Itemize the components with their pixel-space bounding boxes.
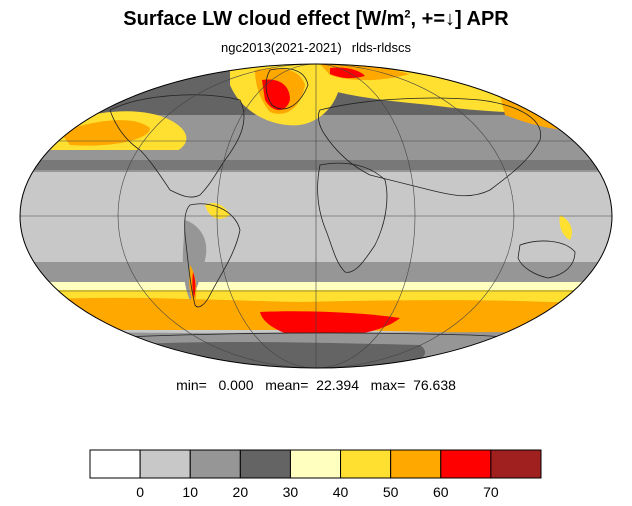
colorbar-tick-label: 40 — [333, 484, 349, 500]
world-map — [19, 63, 613, 369]
subtitle-variable: rlds-rldscs — [351, 40, 411, 55]
field-statistics: min= 0.000 mean= 22.394 max= 76.638 — [176, 377, 456, 393]
coastlines — [59, 68, 601, 353]
colorbar-swatch-7 — [440, 449, 492, 479]
colorbar-swatch-1 — [139, 449, 191, 479]
globe-outline — [19, 63, 613, 369]
colorbar-tick-label: 50 — [383, 484, 399, 500]
colorbar-swatch-3 — [239, 449, 291, 479]
colorbar-swatch-6 — [390, 449, 442, 479]
colorbar-swatch-5 — [340, 449, 392, 479]
colorbar-tick-label: 60 — [433, 484, 449, 500]
colorbar-tick-label: 30 — [283, 484, 299, 500]
colorbar-swatch-2 — [189, 449, 241, 479]
map-title: Surface LW cloud effect [W/m2, +=↓] APR — [123, 8, 509, 30]
colorbar-tick-label: 0 — [136, 484, 144, 500]
subtitle-case: ngc2013(2021-2021) — [221, 40, 342, 55]
colorbar-tick-label: 20 — [233, 484, 249, 500]
map-subtitle: ngc2013(2021-2021) rlds-rldscs — [0, 40, 632, 55]
colorbar-tick-label: 10 — [182, 484, 198, 500]
colorbar-swatch-8 — [490, 449, 542, 479]
graticule — [20, 64, 612, 368]
colorbar-tick-label: 70 — [483, 484, 499, 500]
colorbar-swatch-4 — [289, 449, 342, 479]
colorbar-swatch-0 — [89, 449, 141, 479]
